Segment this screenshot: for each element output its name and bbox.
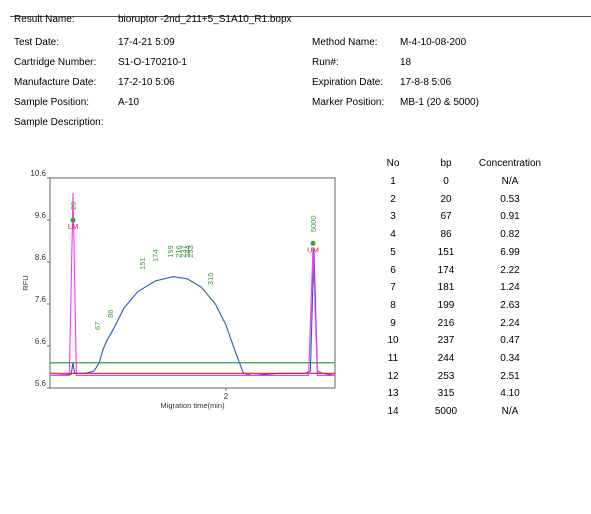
marker-dot (70, 217, 76, 223)
table-cell: 2.63 (500, 299, 520, 311)
table-cell: 1.24 (500, 282, 520, 294)
table-cell: 315 (437, 388, 455, 400)
table-cell: 14 (387, 406, 399, 418)
table-cell: 13 (387, 388, 399, 400)
peak-label: 151 (138, 257, 147, 270)
table-cell: 0.53 (500, 193, 520, 205)
table-cell: 5000 (434, 406, 458, 418)
table-cell: 2.51 (500, 370, 520, 382)
field-label: Sample Description: (14, 117, 104, 128)
field-label: Result Name: (14, 14, 75, 25)
table-cell: 8 (390, 299, 396, 311)
table-cell: 5 (390, 246, 396, 258)
field-label: Expiration Date: (312, 77, 384, 88)
table-cell: 12 (387, 370, 399, 382)
peak-label: 315 (206, 273, 215, 286)
y-axis-label: RFU (21, 275, 30, 290)
peak-label: 20 (69, 202, 78, 210)
table-cell: 3 (390, 211, 396, 223)
table-cell: 2 (390, 193, 396, 205)
table-header: bp (440, 158, 452, 169)
table-cell: 2.22 (500, 264, 520, 276)
field-value: M-4-10-08-200 (400, 37, 467, 48)
field-value: 17-8-8 5:06 (400, 77, 452, 88)
table-cell: 174 (437, 264, 455, 276)
y-tick-label: 10.6 (30, 169, 46, 178)
peak-label: 237 (179, 245, 188, 258)
table-cell: 67 (440, 211, 452, 223)
y-tick-label: 9.6 (35, 211, 47, 220)
field-value: 17-2-10 5:06 (118, 77, 175, 88)
trace (49, 249, 336, 376)
table-cell: 86 (440, 229, 452, 241)
table-cell: 0.91 (500, 211, 520, 223)
field-label: Sample Position: (14, 97, 90, 108)
field-label: Test Date: (14, 37, 60, 48)
field-value: S1-O-170210-1 (118, 57, 187, 68)
table-cell: 6 (390, 264, 396, 276)
marker-dot (310, 240, 316, 246)
marker-label: LM (68, 222, 78, 231)
table-cell: N/A (501, 176, 519, 187)
field-value: MB-1 (20 & 5000) (400, 97, 479, 108)
plot-frame (49, 177, 336, 389)
y-tick-label: 8.6 (35, 253, 47, 262)
table-cell: 9 (390, 317, 396, 329)
field-label: Cartridge Number: (14, 57, 97, 68)
header-rule (10, 16, 591, 17)
field-value: bioruptor -2nd_211+5_S1A10_R1.bopx (118, 14, 292, 25)
peak-label: 86 (106, 310, 115, 318)
table-cell: 4.10 (500, 388, 520, 400)
peak-label: 199 (166, 245, 175, 258)
peak-label: 216 (174, 245, 183, 258)
table-cell: 0.82 (500, 229, 520, 241)
marker-label: UM (307, 245, 319, 254)
table-cell: 0.47 (500, 335, 520, 347)
table-cell: 7 (390, 282, 396, 294)
peak-label: 67 (93, 322, 102, 330)
field-value: 18 (400, 57, 412, 68)
table-cell: 1 (390, 176, 396, 187)
field-label: Method Name: (312, 37, 378, 48)
table-cell: 6.99 (500, 246, 520, 258)
field-value: A-10 (118, 97, 140, 108)
table-cell: 20 (440, 193, 452, 205)
table-cell: 237 (437, 335, 455, 347)
table-cell: 253 (437, 370, 455, 382)
field-label: Manufacture Date: (14, 77, 97, 88)
peak-label: 244 (183, 245, 192, 258)
table-cell: N/A (501, 406, 519, 418)
peak-label: 253 (186, 245, 195, 258)
field-label: Run#: (312, 57, 339, 68)
table-cell: 0.34 (500, 353, 520, 364)
table-cell: 11 (387, 353, 399, 364)
y-tick-label: 6.6 (35, 337, 47, 346)
x-axis-label: Migration time(min) (160, 401, 225, 410)
trace (50, 192, 335, 376)
table-cell: 216 (437, 317, 455, 329)
field-label: Marker Position: (312, 97, 385, 108)
y-tick-label: 7.6 (35, 295, 47, 304)
y-tick-label: 5.6 (35, 379, 47, 388)
table-header: No (386, 158, 400, 169)
table-cell: 151 (437, 246, 455, 258)
table-cell: 10 (387, 335, 399, 347)
peak-label: 174 (151, 249, 160, 262)
table-cell: 199 (437, 299, 455, 311)
table-cell: 4 (390, 229, 396, 241)
table-header: Concentration (478, 158, 542, 169)
table-cell: 244 (437, 353, 455, 364)
peak-label: 5000 (309, 215, 318, 232)
field-value: 17-4-21 5:09 (118, 37, 175, 48)
table-cell: 0 (443, 176, 449, 187)
x-tick-label: 2 (224, 392, 229, 401)
table-cell: 181 (437, 282, 455, 294)
table-cell: 2.24 (500, 317, 520, 329)
